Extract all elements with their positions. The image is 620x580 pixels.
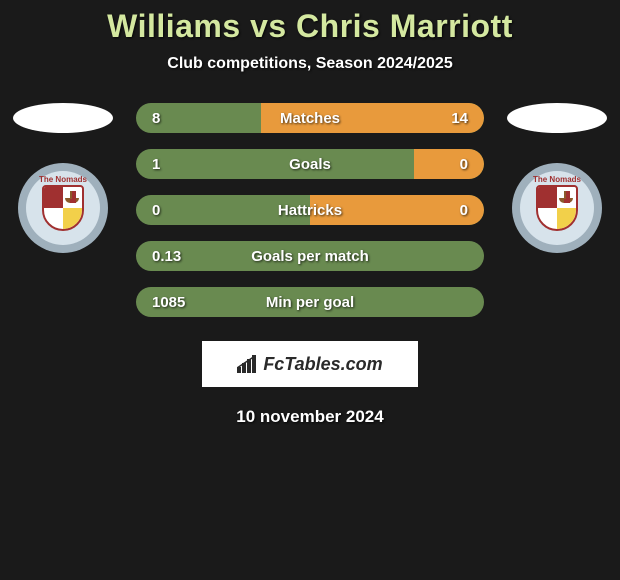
left-badge-inner: The Nomads xyxy=(26,171,100,245)
stat-bar-labels: 8Matches14 xyxy=(136,103,484,133)
stat-label: Goals per match xyxy=(202,248,418,265)
stat-label: Matches xyxy=(202,110,418,127)
left-club-badge: The Nomads xyxy=(18,163,108,253)
stat-label: Min per goal xyxy=(202,294,418,311)
sponsor-content: FcTables.com xyxy=(237,354,382,375)
stat-bar: 1085Min per goal xyxy=(136,287,484,317)
stat-left-value: 0.13 xyxy=(152,248,202,265)
stat-left-value: 1 xyxy=(152,156,202,173)
right-badge-text: The Nomads xyxy=(533,175,581,184)
stat-bar: 1Goals0 xyxy=(136,149,484,179)
sponsor-label: FcTables.com xyxy=(263,354,382,375)
stats-column: 8Matches141Goals00Hattricks00.13Goals pe… xyxy=(118,103,502,333)
left-player-column: The Nomads xyxy=(8,103,118,253)
stat-label: Goals xyxy=(202,156,418,173)
comparison-subtitle: Club competitions, Season 2024/2025 xyxy=(0,55,620,73)
right-player-silhouette xyxy=(507,103,607,133)
stat-left-value: 8 xyxy=(152,110,202,127)
left-player-silhouette xyxy=(13,103,113,133)
sponsor-banner[interactable]: FcTables.com xyxy=(202,341,418,387)
stat-bar-labels: 0Hattricks0 xyxy=(136,195,484,225)
right-player-column: The Nomads xyxy=(502,103,612,253)
stat-bar-labels: 1085Min per goal xyxy=(136,287,484,317)
bar-chart-icon xyxy=(237,355,259,373)
stat-bar: 0.13Goals per match xyxy=(136,241,484,271)
stat-bar: 0Hattricks0 xyxy=(136,195,484,225)
stat-label: Hattricks xyxy=(202,202,418,219)
left-shield-icon xyxy=(42,185,84,231)
stat-left-value: 1085 xyxy=(152,294,202,311)
left-badge-text: The Nomads xyxy=(39,175,87,184)
right-badge-inner: The Nomads xyxy=(520,171,594,245)
stat-right-value: 14 xyxy=(418,110,468,127)
stat-bar-labels: 1Goals0 xyxy=(136,149,484,179)
stat-left-value: 0 xyxy=(152,202,202,219)
comparison-title: Williams vs Chris Marriott xyxy=(0,8,620,45)
main-row: The Nomads 8Matches141Goals00Hattricks00… xyxy=(0,103,620,333)
right-club-badge: The Nomads xyxy=(512,163,602,253)
right-shield-icon xyxy=(536,185,578,231)
stat-bar-labels: 0.13Goals per match xyxy=(136,241,484,271)
date-line: 10 november 2024 xyxy=(0,407,620,427)
stat-bar: 8Matches14 xyxy=(136,103,484,133)
stat-right-value: 0 xyxy=(418,156,468,173)
stat-right-value: 0 xyxy=(418,202,468,219)
